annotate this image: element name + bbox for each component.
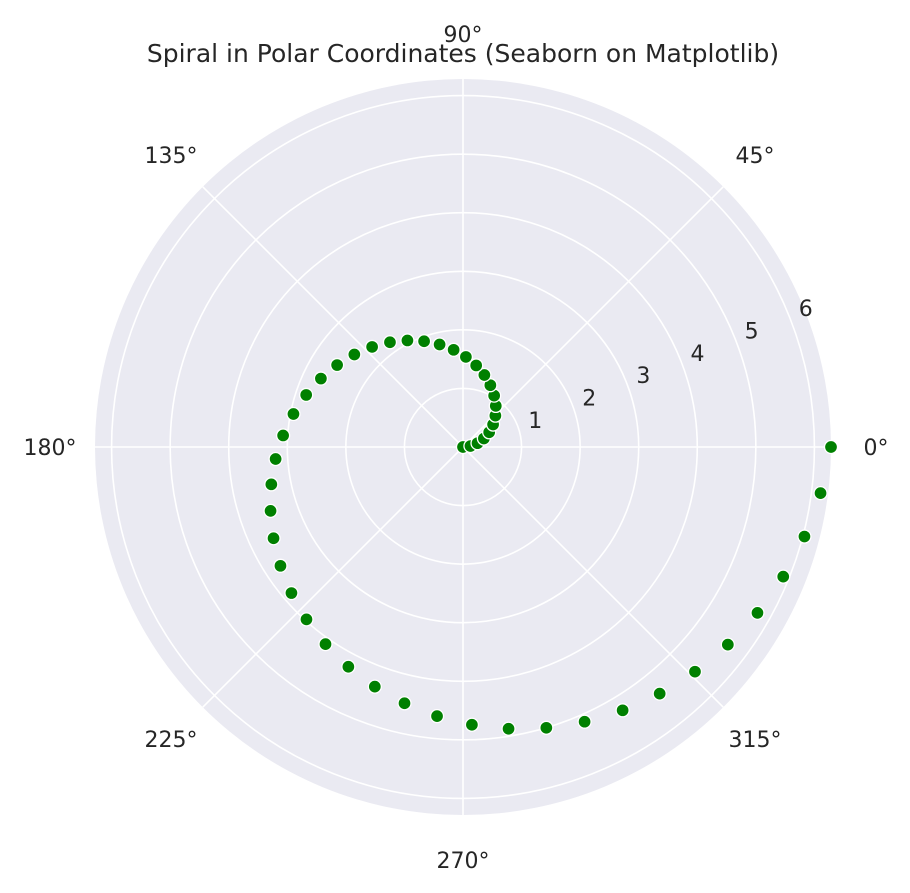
- spiral-point: [347, 347, 362, 362]
- r-tick-label: 6: [799, 297, 813, 322]
- spiral-point: [313, 371, 329, 386]
- spiral-point: [813, 485, 828, 501]
- theta-tick-label: 225°: [144, 728, 197, 753]
- r-tick-label: 3: [636, 364, 650, 389]
- spiral-point: [275, 428, 291, 443]
- spiral-point: [263, 503, 278, 519]
- spiral-point: [615, 703, 630, 718]
- spiral-point: [273, 558, 288, 573]
- spiral-point: [268, 451, 283, 467]
- spiral-point: [776, 569, 791, 584]
- spiral-point: [416, 334, 432, 349]
- spiral-point: [318, 636, 333, 652]
- r-tick-label: 1: [528, 409, 542, 434]
- theta-tick-label: 0°: [864, 436, 889, 461]
- spiral-point: [397, 696, 412, 711]
- spiral-point: [501, 721, 516, 736]
- spiral-point: [577, 714, 592, 729]
- spiral-points: [263, 333, 839, 736]
- theta-tick-label: 270°: [437, 849, 490, 874]
- spiral-point: [432, 337, 447, 352]
- spiral-point: [429, 708, 445, 724]
- spiral-point: [652, 686, 667, 701]
- theta-tick-label: 45°: [736, 144, 775, 169]
- spiral-point: [458, 349, 474, 365]
- theta-tick-label: 90°: [444, 23, 483, 48]
- spiral-point: [284, 585, 299, 601]
- theta-tick-label: 315°: [729, 728, 782, 753]
- spiral-point: [477, 367, 492, 383]
- spiral-point: [341, 659, 356, 674]
- theta-grid-line: [462, 186, 724, 448]
- spiral-point: [329, 357, 345, 373]
- spiral-point: [266, 531, 281, 546]
- spiral-point: [539, 720, 554, 735]
- theta-tick-labels: 0° 45° 90° 135° 180° 225° 270° 315°: [24, 23, 889, 874]
- spiral-point: [720, 637, 735, 652]
- spiral-point: [367, 679, 382, 694]
- theta-tick-label: 135°: [144, 144, 197, 169]
- spiral-point: [823, 439, 839, 455]
- spiral-point: [382, 335, 398, 350]
- spiral-point: [469, 358, 484, 373]
- spiral-point: [299, 612, 314, 627]
- r-tick-label: 5: [745, 319, 759, 344]
- r-tick-label: 4: [691, 342, 705, 367]
- spiral-point: [750, 605, 765, 620]
- spiral-point: [264, 477, 279, 492]
- spiral-point: [400, 333, 415, 348]
- theta-grid-line: [462, 446, 724, 708]
- theta-grid-line: [202, 446, 464, 708]
- spiral-point: [299, 387, 314, 403]
- spiral-point: [364, 339, 380, 355]
- theta-grid-line: [202, 186, 464, 448]
- chart-title: Spiral in Polar Coordinates (Seaborn on …: [147, 39, 779, 68]
- spiral-point: [687, 664, 703, 679]
- r-tick-label: 2: [582, 387, 596, 412]
- spiral-point: [464, 717, 480, 732]
- spiral-point: [446, 342, 461, 357]
- r-tick-labels: 1 2 3 4 5 6: [528, 297, 813, 434]
- theta-tick-label: 180°: [24, 436, 77, 461]
- spiral-point: [286, 406, 301, 422]
- spiral-point: [797, 529, 812, 544]
- polar-grid: [95, 79, 831, 815]
